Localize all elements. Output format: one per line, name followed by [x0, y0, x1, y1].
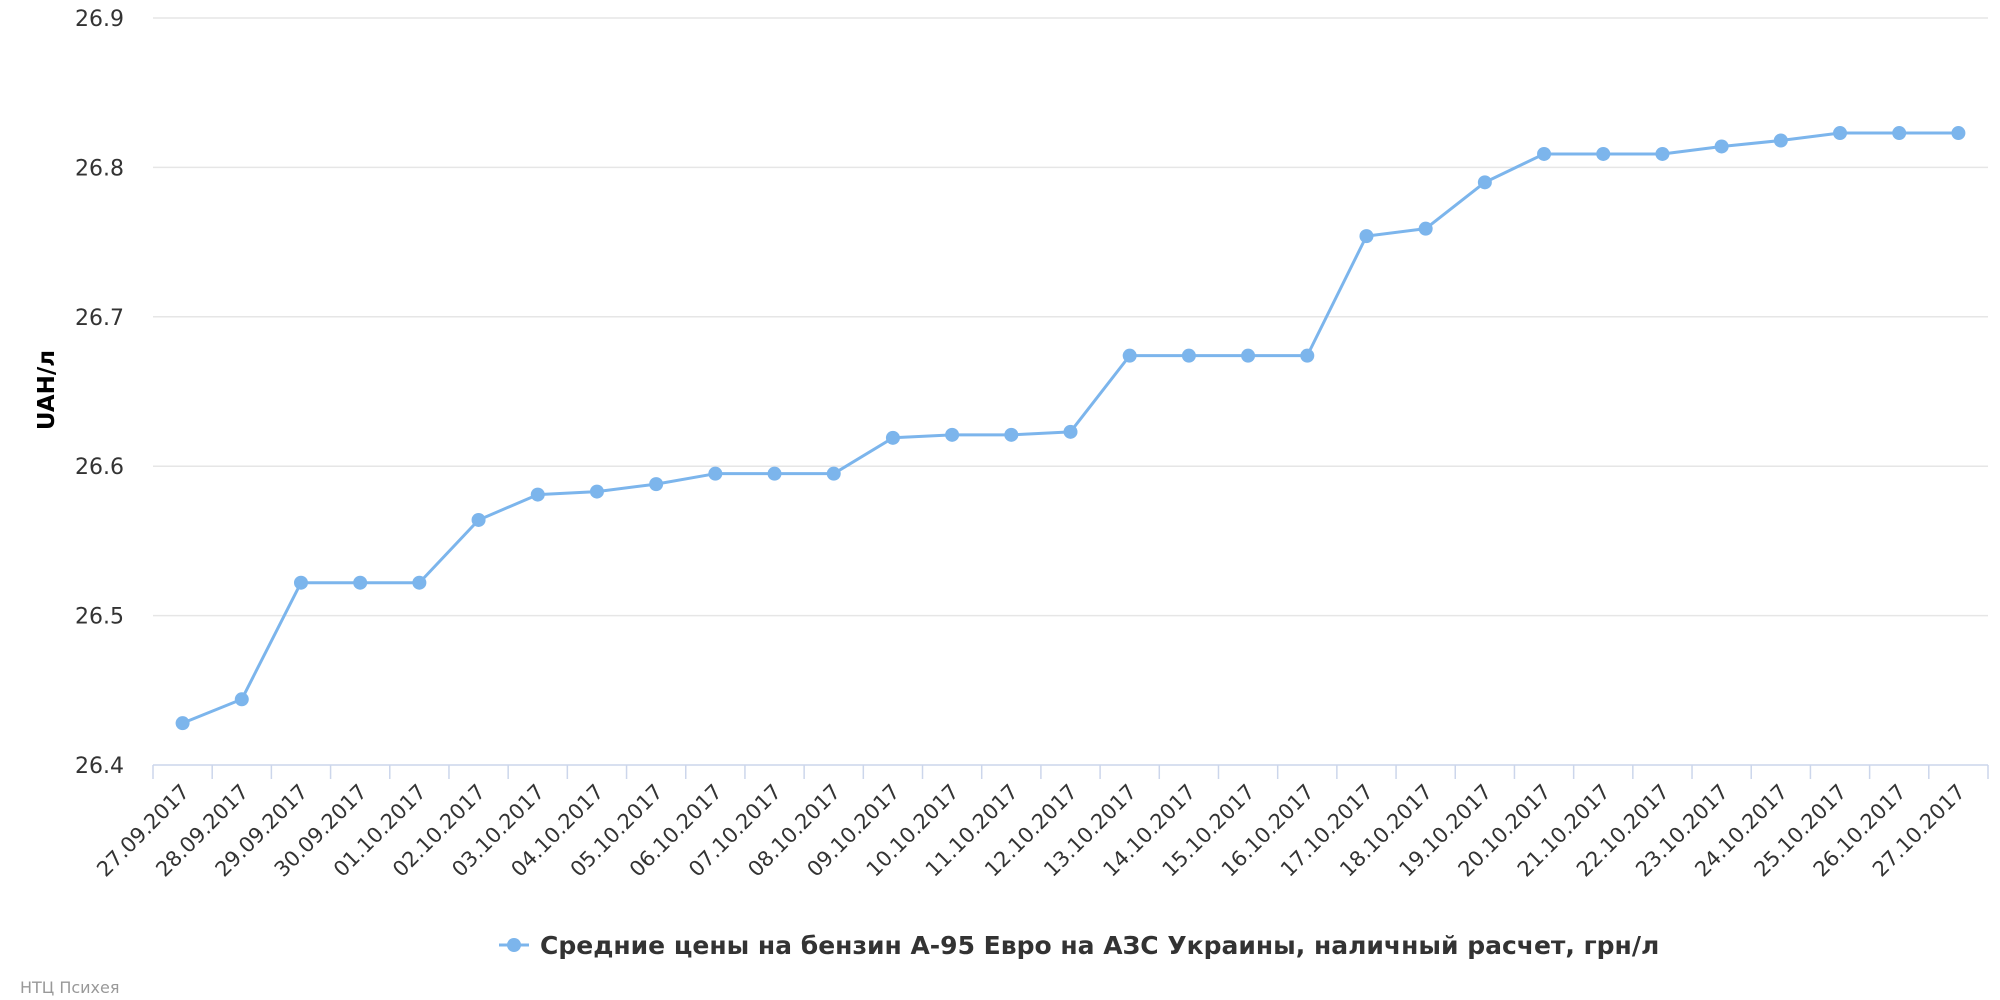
y-axis-title: UAH/л: [34, 350, 60, 430]
grid-lines: [153, 17, 1988, 617]
data-point[interactable]: [1063, 424, 1078, 439]
data-point[interactable]: [589, 484, 604, 499]
data-point[interactable]: [412, 575, 427, 590]
data-point[interactable]: [1004, 427, 1019, 442]
data-point[interactable]: [471, 512, 486, 527]
data-point[interactable]: [1537, 146, 1552, 161]
data-point[interactable]: [1951, 126, 1966, 141]
legend-symbol-marker: [507, 938, 521, 952]
data-point[interactable]: [885, 430, 900, 445]
data-point[interactable]: [1418, 221, 1433, 236]
data-point[interactable]: [826, 466, 841, 481]
x-axis-ticks: 27.09.201728.09.201729.09.201730.09.2017…: [92, 780, 1970, 882]
y-axis-ticks: 26.4 26.5 26.6 26.7 26.8 26.9: [75, 7, 124, 779]
data-point[interactable]: [1655, 146, 1670, 161]
x-axis: [152, 764, 1989, 779]
y-tick-label: 26.8: [75, 156, 124, 181]
data-point[interactable]: [1596, 146, 1611, 161]
data-point[interactable]: [1773, 133, 1788, 148]
data-point[interactable]: [1241, 348, 1256, 363]
data-point[interactable]: [530, 487, 545, 502]
y-tick-label: 26.9: [75, 7, 124, 32]
y-tick-label: 26.5: [75, 605, 124, 630]
data-point[interactable]: [1359, 229, 1374, 244]
data-point[interactable]: [649, 477, 664, 492]
data-point[interactable]: [293, 575, 308, 590]
legend[interactable]: Средние цены на бензин А-95 Евро на АЗС …: [499, 931, 1659, 960]
data-point[interactable]: [175, 716, 190, 731]
series-plot: [175, 126, 1966, 731]
data-point[interactable]: [945, 427, 960, 442]
data-point[interactable]: [1477, 175, 1492, 190]
data-point[interactable]: [234, 692, 249, 707]
legend-item-label: Средние цены на бензин А-95 Евро на АЗС …: [540, 931, 1659, 960]
data-point[interactable]: [708, 466, 723, 481]
data-point[interactable]: [353, 575, 368, 590]
data-point[interactable]: [1714, 139, 1729, 154]
data-point[interactable]: [767, 466, 782, 481]
credits[interactable]: НТЦ Психея: [20, 978, 119, 997]
data-point[interactable]: [1833, 126, 1848, 141]
y-tick-label: 26.6: [75, 455, 124, 480]
data-point[interactable]: [1300, 348, 1315, 363]
y-tick-label: 26.7: [75, 306, 124, 331]
data-point[interactable]: [1122, 348, 1137, 363]
data-point[interactable]: [1892, 126, 1907, 141]
data-point[interactable]: [1181, 348, 1196, 363]
y-tick-label: 26.4: [75, 754, 124, 779]
